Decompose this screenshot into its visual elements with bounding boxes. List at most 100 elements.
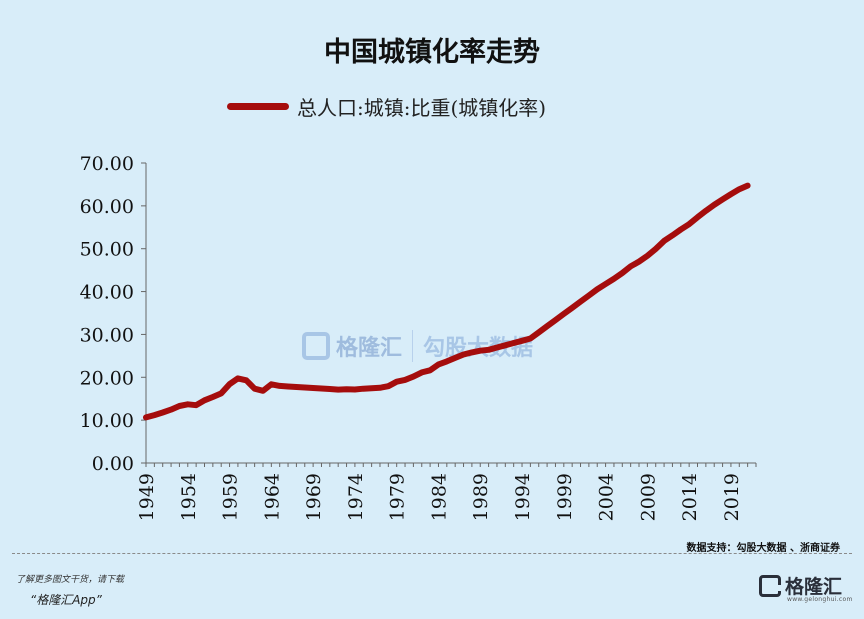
- data-point: [354, 388, 356, 391]
- data-point: [387, 385, 390, 388]
- data-point: [730, 193, 732, 196]
- y-tick-label: 30.00: [80, 324, 134, 346]
- data-point: [663, 240, 665, 242]
- data-point: [362, 387, 365, 390]
- logo-name: 格隆汇: [784, 576, 842, 598]
- data-point: [337, 388, 339, 391]
- x-tick-label: 1994: [512, 473, 534, 521]
- x-tick-label: 1954: [178, 473, 200, 521]
- data-point: [178, 405, 181, 407]
- legend-label: 总人口:城镇:比重(城镇化率): [297, 95, 547, 120]
- data-point: [613, 277, 615, 280]
- data-point: [329, 388, 331, 390]
- y-tick-label: 10.00: [80, 410, 134, 432]
- data-point: [479, 349, 482, 352]
- data-point: [370, 387, 373, 390]
- data-point: [537, 331, 540, 334]
- data-point: [671, 234, 674, 237]
- data-point: [270, 383, 273, 386]
- data-point: [504, 344, 507, 347]
- chart-title: 中国城镇化率走势: [324, 37, 540, 68]
- data-point: [245, 379, 248, 382]
- data-point: [738, 188, 741, 190]
- x-tick-label: 1959: [220, 473, 242, 521]
- footer-app-name: “格隆汇App”: [30, 593, 102, 607]
- y-tick-label: 50.00: [80, 239, 134, 261]
- data-point: [696, 216, 699, 219]
- data-point: [713, 204, 716, 206]
- y-tick-label: 60.00: [80, 196, 134, 218]
- data-point: [596, 288, 599, 291]
- watermark-logo-icon: [302, 332, 330, 360]
- data-point: [220, 392, 223, 395]
- x-tick-label: 2004: [596, 473, 618, 521]
- x-tick-label: 2019: [721, 473, 743, 521]
- data-point: [195, 404, 197, 407]
- data-point: [638, 260, 640, 263]
- data-point: [471, 351, 473, 354]
- data-point: [312, 387, 314, 389]
- data-point: [345, 388, 348, 391]
- series-line: [143, 182, 751, 421]
- data-point: [262, 390, 264, 392]
- data-point: [379, 386, 381, 389]
- data-point: [170, 408, 172, 411]
- x-tick-label: 2014: [679, 473, 701, 521]
- logo-g-icon: [758, 574, 781, 597]
- x-tick-label: 1979: [387, 473, 409, 521]
- data-point: [721, 198, 724, 201]
- data-point: [705, 210, 707, 212]
- data-point: [145, 416, 147, 419]
- data-point: [529, 337, 532, 340]
- data-point: [404, 379, 406, 381]
- data-point: [429, 369, 431, 372]
- data-point: [228, 383, 231, 385]
- data-point: [554, 319, 557, 321]
- data-point: [320, 387, 323, 390]
- logo-url: www.gelonghui.com: [786, 596, 853, 603]
- data-point: [412, 375, 415, 378]
- data-point: [303, 386, 306, 389]
- data-point: [546, 325, 548, 328]
- data-point: [454, 357, 456, 359]
- data-point: [629, 265, 632, 268]
- data-point: [212, 396, 214, 398]
- data-point: [253, 387, 256, 390]
- legend-swatch: [227, 102, 289, 110]
- data-point: [161, 411, 164, 414]
- watermark-separator: [412, 330, 414, 362]
- x-tick-label: 1969: [303, 473, 325, 521]
- y-tick-label: 20.00: [80, 367, 134, 389]
- x-tick-label: 1974: [345, 473, 367, 521]
- data-point: [287, 385, 289, 388]
- x-tick-label: 2009: [637, 473, 659, 521]
- x-tick-label: 1949: [136, 473, 158, 521]
- data-point: [153, 414, 156, 416]
- data-point: [654, 248, 657, 250]
- data-point: [446, 360, 448, 363]
- data-point: [437, 363, 440, 366]
- data-point: [420, 371, 423, 374]
- x-tick-label: 1999: [554, 473, 576, 521]
- data-point: [487, 349, 490, 351]
- data-point: [746, 184, 749, 187]
- data-point: [395, 380, 398, 383]
- data-point: [278, 385, 281, 387]
- source-note: 数据支持：勾股大数据 、浙商证券: [686, 543, 840, 554]
- footer-divider: [12, 553, 852, 554]
- x-tick-label: 1964: [261, 473, 283, 521]
- data-point: [646, 255, 649, 257]
- data-point: [496, 346, 498, 349]
- brand-logo: 格隆汇 www.gelonghui.com: [758, 572, 852, 603]
- data-point: [571, 306, 573, 309]
- data-point: [588, 294, 590, 297]
- data-point: [521, 340, 523, 342]
- data-point: [679, 228, 682, 231]
- watermark-brand: 格隆汇: [336, 336, 403, 361]
- y-tick-label: 70.00: [80, 153, 134, 175]
- data-point: [621, 272, 624, 274]
- data-point: [688, 223, 690, 225]
- data-point: [186, 403, 189, 406]
- data-point: [579, 300, 582, 303]
